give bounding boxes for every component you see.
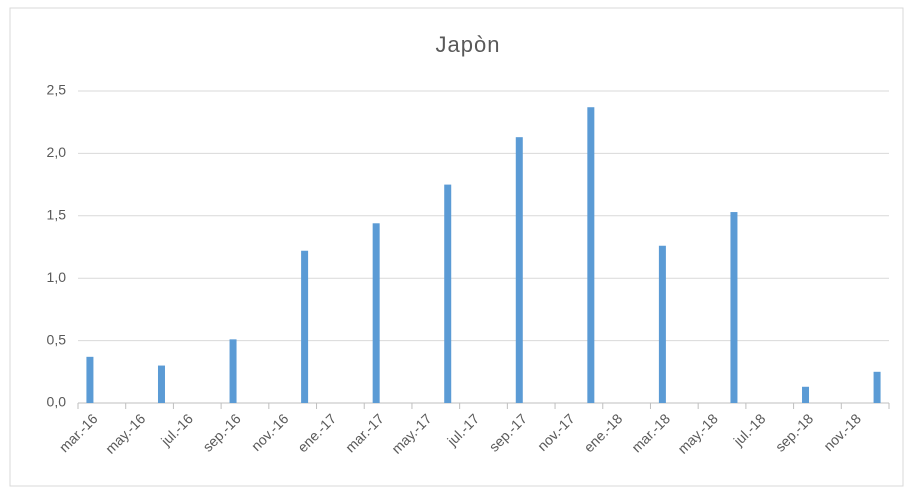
bar <box>730 212 738 403</box>
y-tick-label: 2,0 <box>47 144 67 160</box>
bar <box>444 184 452 403</box>
y-tick-label: 0,5 <box>47 331 67 347</box>
y-tick-label: 0,0 <box>47 394 67 410</box>
bar <box>802 386 810 403</box>
chart-title: Japòn <box>436 32 501 57</box>
bar <box>86 356 94 403</box>
y-tick-label: 1,0 <box>47 269 67 285</box>
y-tick-label: 2,5 <box>47 82 67 98</box>
chart-border <box>9 7 904 487</box>
bar <box>658 245 666 403</box>
bar <box>157 365 165 403</box>
y-tick-label: 1,5 <box>47 207 67 223</box>
bar <box>229 339 237 403</box>
bar <box>301 250 309 403</box>
bar <box>372 223 380 403</box>
bar <box>873 371 881 403</box>
bar <box>587 107 595 403</box>
bar <box>515 137 523 403</box>
